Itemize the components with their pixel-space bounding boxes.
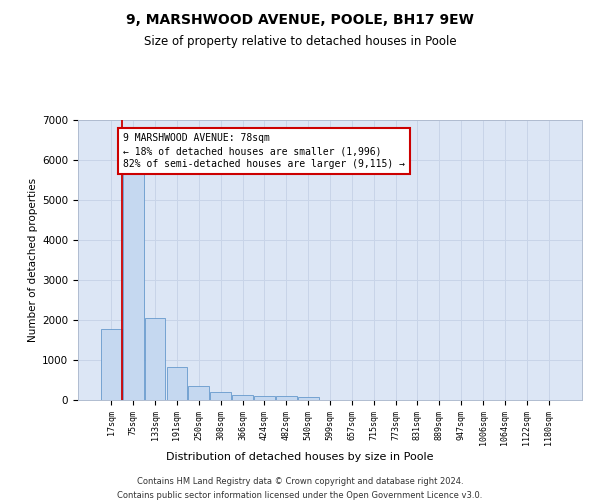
- Bar: [123, 168, 143, 400]
- Bar: [145, 318, 166, 400]
- Bar: [232, 395, 253, 400]
- Text: 9, MARSHWOOD AVENUE, POOLE, BH17 9EW: 9, MARSHWOOD AVENUE, POOLE, BH17 9EW: [126, 12, 474, 26]
- Text: Contains HM Land Registry data © Crown copyright and database right 2024.: Contains HM Land Registry data © Crown c…: [137, 478, 463, 486]
- Text: Distribution of detached houses by size in Poole: Distribution of detached houses by size …: [166, 452, 434, 462]
- Bar: [210, 392, 231, 400]
- Text: 9 MARSHWOOD AVENUE: 78sqm
← 18% of detached houses are smaller (1,996)
82% of se: 9 MARSHWOOD AVENUE: 78sqm ← 18% of detac…: [124, 133, 406, 169]
- Bar: [188, 386, 209, 400]
- Bar: [167, 367, 187, 400]
- Bar: [101, 329, 122, 400]
- Bar: [254, 396, 275, 400]
- Text: Contains public sector information licensed under the Open Government Licence v3: Contains public sector information licen…: [118, 491, 482, 500]
- Y-axis label: Number of detached properties: Number of detached properties: [28, 178, 38, 342]
- Bar: [298, 398, 319, 400]
- Bar: [276, 396, 296, 400]
- Text: Size of property relative to detached houses in Poole: Size of property relative to detached ho…: [143, 35, 457, 48]
